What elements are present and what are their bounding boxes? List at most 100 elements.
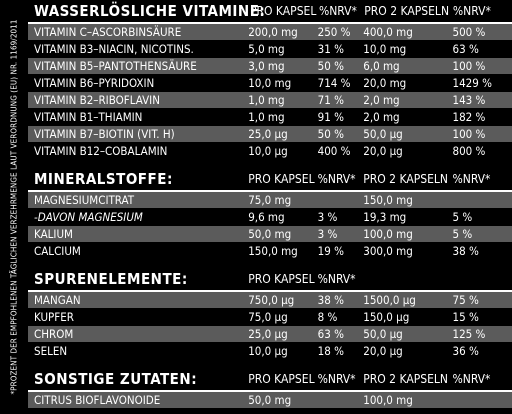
section-spacer	[28, 360, 512, 368]
table-row: VITAMIN B7–BIOTIN (VIT. H) 25,0 μg 50 % 50,…	[28, 126, 512, 143]
amount-per-2-capsules: 2,0 mg	[363, 93, 400, 107]
table-row: VITAMIN B1–THIAMIN 1,0 mg 91 % 2,0 mg 182 %	[28, 109, 512, 126]
nrv-per-2-capsules: 38 %	[452, 244, 479, 258]
section-title: MINERALSTOFFE:	[34, 170, 173, 188]
amount-per-capsule: 10,0 mg	[248, 76, 292, 90]
table-row: VITAMIN B3–NIACIN, NICOTINS. 5,0 mg 31 % 10…	[28, 41, 512, 58]
nrv-per-2-capsules: 182 %	[452, 110, 486, 124]
nrv-per-capsule: 400 %	[317, 144, 351, 158]
column-header: %NRV*	[318, 4, 357, 18]
nutrient-name: KUPFER	[34, 310, 74, 324]
amount-per-2-capsules: 150,0 mg	[363, 193, 413, 207]
amount-per-2-capsules: 2,0 mg	[363, 110, 400, 124]
nrv-per-2-capsules: 100 %	[452, 127, 486, 141]
table-row: VITAMIN B5–PANTOTHENSÄURE 3,0 mg 50 % 6,0 m…	[28, 58, 512, 75]
amount-per-2-capsules: 100,0 mg	[363, 227, 413, 241]
nutrient-name: VITAMIN B3–NIACIN, NICOTINS.	[34, 42, 194, 56]
nrv-per-capsule: 3 %	[317, 227, 338, 241]
column-header: %NRV*	[317, 372, 356, 386]
nutrient-name: VITAMIN B1–THIAMIN	[34, 110, 143, 124]
table-row: KALIUM 50,0 mg 3 % 100,0 mg 5 %	[28, 226, 512, 243]
nrv-per-2-capsules: 75 %	[452, 293, 479, 307]
nrv-per-2-capsules: 5 %	[452, 227, 473, 241]
column-header: PRO KAPSEL	[248, 372, 315, 386]
nutrient-name: VITAMIN C–ASCORBINSÄURE	[34, 25, 182, 39]
amount-per-capsule: 25,0 μg	[248, 127, 288, 141]
nutrient-name: MAGNESIUMCITRAT	[34, 193, 135, 207]
amount-per-capsule: 5,0 mg	[248, 42, 285, 56]
column-header: %NRV*	[317, 272, 356, 286]
nrv-per-capsule: 8 %	[317, 310, 338, 324]
amount-per-capsule: 25,0 μg	[248, 327, 288, 341]
column-header: %NRV*	[317, 172, 356, 186]
nrv-per-capsule: 714 %	[317, 76, 351, 90]
amount-per-capsule: 3,0 mg	[248, 59, 285, 73]
amount-per-2-capsules: 6,0 mg	[363, 59, 400, 73]
amount-per-2-capsules: 100,0 mg	[363, 393, 413, 407]
nrv-per-2-capsules: 1429 %	[452, 76, 492, 90]
column-header: PRO KAPSEL	[248, 272, 315, 286]
amount-per-capsule: 10,0 μg	[248, 344, 288, 358]
nutrient-name: KALIUM	[34, 227, 73, 241]
table-row: VITAMIN B2–RIBOFLAVIN 1,0 mg 71 % 2,0 mg 143…	[28, 92, 512, 109]
nrv-per-2-capsules: 5 %	[452, 210, 473, 224]
nrv-per-capsule: 31 %	[317, 42, 344, 56]
nutrient-name: VITAMIN B12–COBALAMIN	[34, 144, 168, 158]
section: SONSTIGE ZUTATEN: PRO KAPSEL %NRV* PRO 2 KA…	[28, 368, 512, 409]
nrv-per-2-capsules: 800 %	[452, 144, 486, 158]
nutrient-name: VITAMIN B7–BIOTIN (VIT. H)	[34, 127, 175, 141]
nutrient-name: VITAMIN B2–RIBOFLAVIN	[34, 93, 160, 107]
section: MINERALSTOFFE: PRO KAPSEL %NRV* PRO 2 KAPSE…	[28, 168, 512, 260]
amount-per-capsule: 750,0 μg	[248, 293, 295, 307]
amount-per-capsule: 75,0 mg	[248, 193, 292, 207]
amount-per-2-capsules: 50,0 μg	[363, 127, 403, 141]
nrv-per-capsule: 250 %	[317, 25, 351, 39]
nutrient-name: CITRUS BIOFLAVONOIDE	[34, 393, 161, 407]
column-header: PRO 2 KAPSELN	[363, 372, 448, 386]
table-row: VITAMIN B6–PYRIDOXIN 10,0 mg 714 % 20,0 mg 1…	[28, 75, 512, 92]
amount-per-2-capsules: 400,0 mg	[363, 25, 413, 39]
amount-per-2-capsules: 10,0 mg	[363, 42, 407, 56]
amount-per-capsule: 50,0 mg	[248, 393, 292, 407]
nrv-per-capsule: 50 %	[317, 59, 344, 73]
amount-per-2-capsules: 20,0 mg	[363, 76, 407, 90]
section-title: SONSTIGE ZUTATEN:	[34, 370, 198, 388]
nutrient-name: -DAVON MAGNESIUM	[34, 210, 143, 224]
table-row: MAGNESIUMCITRAT 75,0 mg 150,0 mg	[28, 192, 512, 209]
nrv-per-capsule: 38 %	[317, 293, 344, 307]
section-spacer	[28, 260, 512, 268]
amount-per-capsule: 50,0 mg	[248, 227, 292, 241]
amount-per-capsule: 9,6 mg	[248, 210, 285, 224]
amount-per-capsule: 1,0 mg	[248, 93, 285, 107]
column-header: %NRV*	[452, 372, 491, 386]
nutrient-name: SELEN	[34, 344, 68, 358]
amount-per-2-capsules: 50,0 μg	[363, 327, 403, 341]
nrv-per-2-capsules: 100 %	[452, 59, 486, 73]
nutrient-name: CALCIUM	[34, 244, 81, 258]
section-header: MINERALSTOFFE: PRO KAPSEL %NRV* PRO 2 KAPSE…	[28, 168, 512, 192]
table-row: -DAVON MAGNESIUM 9,6 mg 3 % 19,3 mg 5 %	[28, 209, 512, 226]
nrv-per-2-capsules: 500 %	[452, 25, 486, 39]
footnote-text: *PROZENT DER EMPFOHLENEN TÄGLICHEN VERZE…	[9, 19, 19, 395]
column-header: %NRV*	[452, 172, 491, 186]
nrv-per-capsule: 91 %	[317, 110, 344, 124]
amount-per-capsule: 75,0 μg	[248, 310, 288, 324]
table-row: SELEN 10,0 μg 18 % 20,0 μg 36 %	[28, 343, 512, 360]
table-row: CITRUS BIOFLAVONOIDE 50,0 mg 100,0 mg	[28, 392, 512, 409]
amount-per-capsule: 1,0 mg	[248, 110, 285, 124]
amount-per-capsule: 10,0 μg	[248, 144, 288, 158]
table-row: CALCIUM 150,0 mg 19 % 300,0 mg 38 %	[28, 243, 512, 260]
nutrition-table: WASSERLÖSLICHE VITAMINE: PRO KAPSEL %NRV* P…	[28, 0, 512, 414]
nrv-per-2-capsules: 63 %	[452, 42, 479, 56]
column-header: %NRV*	[452, 4, 491, 18]
table-row: VITAMIN C–ASCORBINSÄURE 200,0 mg 250 % 400,…	[28, 24, 512, 41]
nrv-per-2-capsules: 36 %	[452, 344, 479, 358]
section-header: WASSERLÖSLICHE VITAMINE: PRO KAPSEL %NRV* P…	[28, 0, 512, 24]
section-spacer	[28, 160, 512, 168]
table-row: VITAMIN B12–COBALAMIN 10,0 μg 400 % 20,0 μg…	[28, 143, 512, 160]
nutrient-name: VITAMIN B6–PYRIDOXIN	[34, 76, 155, 90]
section: WASSERLÖSLICHE VITAMINE: PRO KAPSEL %NRV* P…	[28, 0, 512, 160]
nrv-per-capsule: 71 %	[317, 93, 344, 107]
table-row: CHROM 25,0 μg 63 % 50,0 μg 125 %	[28, 326, 512, 343]
nrv-per-2-capsules: 15 %	[452, 310, 479, 324]
